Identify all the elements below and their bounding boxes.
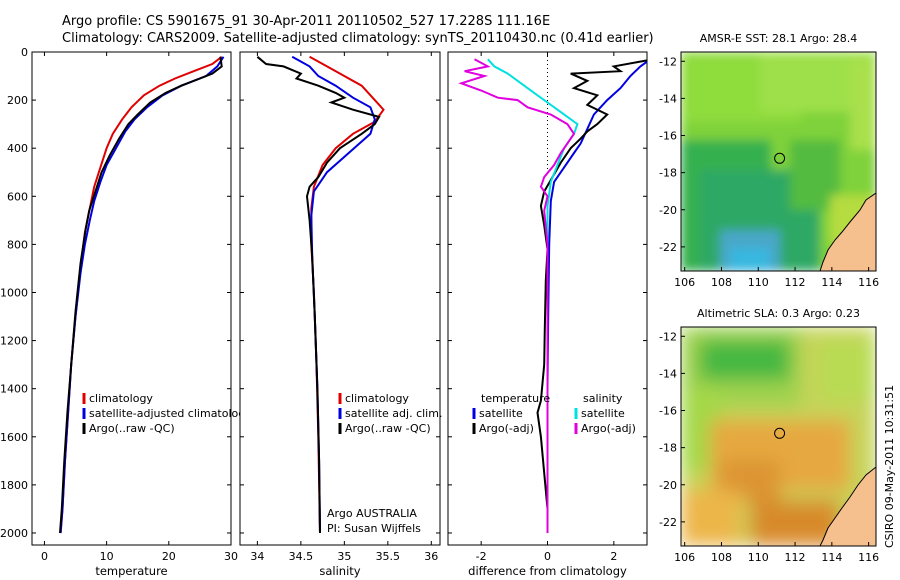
y-tick-label: 1600 — [0, 431, 28, 444]
map-x-tick-label: 108 — [711, 276, 732, 289]
map-x-tick-label: 114 — [821, 551, 842, 564]
y-tick-label: 200 — [7, 94, 28, 107]
argo-float-marker — [774, 427, 786, 439]
diff-legend-temp-sat-label: satellite — [479, 407, 523, 420]
sal-legend-1-label: satellite adj. clim. — [345, 407, 442, 420]
map-y-tick-label: -16 — [659, 405, 677, 418]
diff-legend-temp-title: temperature — [481, 392, 550, 405]
map-axes-4: Altimetric SLA: 0.3 Argo: 0.23 106 108 110 1… — [659, 307, 879, 564]
x-tick-label: 34 — [250, 550, 264, 563]
y-tick-label: 2000 — [0, 527, 28, 540]
y-tick-label: 1000 — [0, 286, 28, 299]
sal-legend-0-label: climatology — [345, 392, 409, 405]
map-x-tick-label: 114 — [821, 276, 842, 289]
y-tick-label: 1800 — [0, 479, 28, 492]
map-x-tick-label: 112 — [785, 276, 806, 289]
header-line2: Climatology: CARS2009. Satellite-adjuste… — [62, 31, 654, 46]
x-tick-label: 2 — [610, 550, 617, 563]
map-x-tick-label: 110 — [748, 276, 769, 289]
plot-frame — [239, 51, 441, 546]
map-axes-3: AMSR-E SST: 28.1 Argo: 28.4 106 108 110 112 1… — [659, 32, 879, 289]
diff-legend-temp-argo-label: Argo(-adj) — [479, 422, 534, 435]
map-y-tick-label: -14 — [659, 367, 677, 380]
x-tick-label: 0 — [544, 550, 551, 563]
x-tick-label: 35.5 — [376, 550, 401, 563]
series-line-2 — [256, 56, 381, 534]
map-x-tick-label: 116 — [858, 551, 879, 564]
map-y-tick-label: -22 — [659, 516, 677, 529]
map-x-tick-label: 106 — [674, 276, 695, 289]
x-tick-label: 30 — [224, 550, 238, 563]
map-y-tick-label: -12 — [659, 330, 677, 343]
y-tick-label: 400 — [7, 142, 28, 155]
sal-legend-2-label: Argo(..raw -QC) — [345, 422, 431, 435]
plot-frame — [31, 51, 232, 546]
map-y-tick-label: -18 — [659, 442, 677, 455]
map-y-tick-label: -22 — [659, 241, 677, 254]
x-tick-label: 34.5 — [289, 550, 314, 563]
map-x-tick-label: 110 — [748, 551, 769, 564]
y-tick-label: 600 — [7, 190, 28, 203]
sal-annotation-1: PI: Susan Wijffels — [327, 522, 421, 535]
series-line-3 — [458, 58, 576, 533]
credit-text: CSIRO 09-May-2011 10:31:51 — [883, 385, 896, 548]
y-tick-label: 1400 — [0, 383, 28, 396]
argo-float-marker — [774, 152, 786, 164]
diff-legend-sal-title: salinity — [583, 392, 623, 405]
map-title: Altimetric SLA: 0.3 Argo: 0.23 — [697, 307, 860, 320]
x-axis-label: difference from climatology — [468, 564, 627, 578]
x-tick-label: 36 — [424, 550, 438, 563]
map-x-tick-label: 108 — [711, 551, 732, 564]
map-x-tick-label: 116 — [858, 276, 879, 289]
map-y-tick-label: -20 — [659, 479, 677, 492]
map-x-tick-label: 112 — [785, 551, 806, 564]
map-y-tick-label: -18 — [659, 167, 677, 180]
map-y-tick-label: -14 — [659, 92, 677, 105]
profile-panel-salinity: 34 34.5 35 35.5 36 salinity climatology satelli… — [239, 51, 442, 578]
header-line1: Argo profile: CS 5901675_91 30-Apr-2011 … — [62, 14, 550, 29]
series-line-2 — [59, 56, 223, 534]
diff-legend-sal-sat-label: satellite — [581, 407, 625, 420]
sal-annotation-0: Argo AUSTRALIA — [327, 507, 417, 520]
series-line-0 — [546, 60, 647, 533]
map-title: AMSR-E SST: 28.1 Argo: 28.4 — [700, 32, 858, 45]
diff-legend-sal-argo-label: Argo(-adj) — [581, 422, 636, 435]
map-y-tick-label: -12 — [659, 55, 677, 68]
y-tick-label: 0 — [21, 46, 28, 59]
x-tick-label: 0 — [41, 550, 48, 563]
y-tick-label: 1200 — [0, 335, 28, 348]
temp-legend-1-label: satellite-adjusted climatology — [89, 407, 252, 420]
x-tick-label: 10 — [100, 550, 114, 563]
x-tick-label: 20 — [162, 550, 176, 563]
x-tick-label: 35 — [337, 550, 351, 563]
temp-legend-2-label: Argo(..raw -QC) — [89, 422, 175, 435]
y-tick-label: 800 — [7, 238, 28, 251]
map-y-tick-label: -20 — [659, 204, 677, 217]
map-x-tick-label: 106 — [674, 551, 695, 564]
x-axis-label: temperature — [95, 564, 167, 578]
x-axis-label: salinity — [319, 564, 360, 578]
sst-map — [680, 51, 877, 272]
map-y-tick-label: -16 — [659, 130, 677, 143]
sla-map — [680, 326, 877, 547]
x-tick-label: -2 — [476, 550, 487, 563]
temp-legend-0-label: climatology — [89, 392, 153, 405]
profile-panel-temperature: 0 10 20 30 temperature 0 200 400 600 800 1000 1200 1… — [0, 46, 252, 578]
